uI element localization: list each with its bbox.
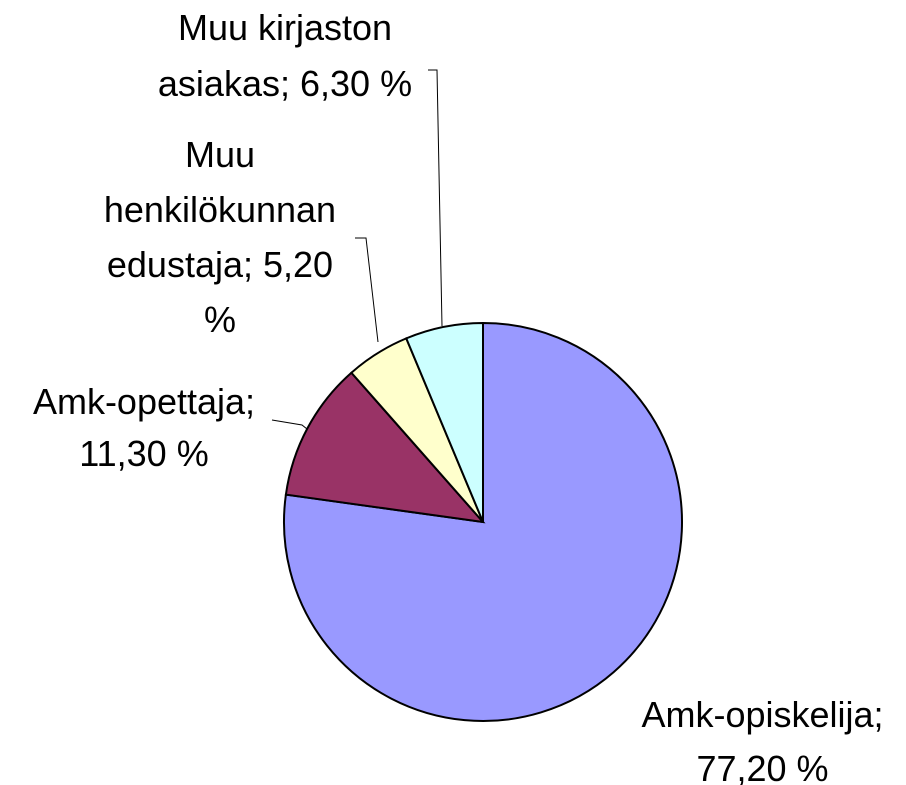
category-label: Amk-opettaja; (32, 381, 256, 422)
value-label: 6,30 % (300, 63, 413, 104)
leader-line (355, 237, 379, 343)
pie-slice (284, 371, 486, 524)
slice-label: Amk-opiskelija; 77,20 % (620, 688, 905, 785)
value-label: 5,20 % (203, 244, 334, 340)
category-label: Muu henkilökunnan edustaja; (103, 134, 337, 285)
leader-line (428, 69, 443, 327)
slice-label: Muu henkilökunnan edustaja; 5,20 % (87, 127, 353, 347)
category-label: Muu kirjaston asiakas; (157, 7, 393, 104)
category-label: Amk-opiskelija; (641, 694, 884, 735)
slice-label: Muu kirjaston asiakas; 6,30 % (145, 0, 425, 112)
slice-label: Amk-opettaja; 11,30 % (13, 376, 275, 480)
value-label: 11,30 % (79, 433, 209, 474)
pie-slice (404, 321, 484, 523)
value-label: 77,20 % (696, 748, 829, 785)
